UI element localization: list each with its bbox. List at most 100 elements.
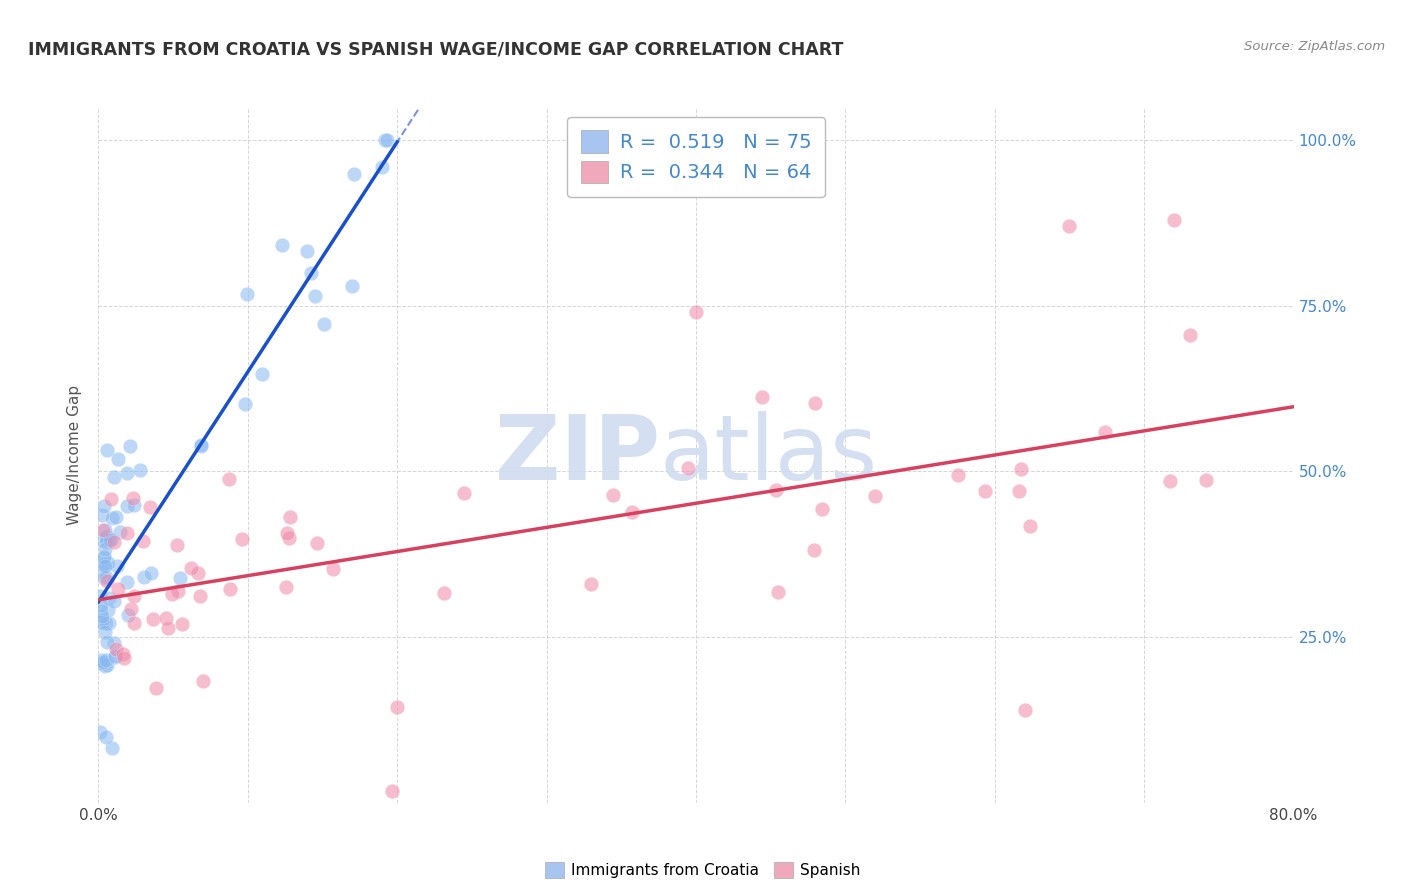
Point [231, 532, 253, 546]
Point [90, 604, 112, 618]
Point [804, 395, 827, 409]
Point [277, 531, 299, 545]
Point [94, 531, 117, 545]
Point [124, 615, 146, 630]
Y-axis label: Wage/Income Gap: Wage/Income Gap [67, 384, 83, 525]
Point [170, 617, 193, 632]
Point [90, 615, 112, 630]
Point [190, 438, 212, 452]
Point [96, 730, 118, 744]
Point [90, 653, 112, 667]
Point [250, 367, 273, 381]
Point [94, 534, 117, 549]
Point [1010, 462, 1032, 476]
Point [145, 681, 167, 695]
Point [89, 565, 111, 579]
Point [305, 536, 328, 550]
Point [190, 589, 212, 603]
Point [304, 288, 326, 302]
Point [97, 591, 120, 606]
Point [112, 651, 135, 665]
Point [132, 534, 155, 549]
Point [91, 508, 114, 523]
Point [103, 649, 125, 664]
Point [115, 466, 138, 480]
Point [973, 484, 995, 499]
Point [96, 442, 118, 457]
Point [374, 133, 396, 147]
Point [433, 586, 456, 600]
Point [115, 526, 138, 541]
Point [122, 589, 145, 603]
Point [103, 534, 125, 549]
Point [375, 133, 398, 147]
Point [602, 488, 624, 502]
Point [122, 498, 145, 512]
Point [155, 610, 177, 624]
Point [94, 653, 117, 667]
Point [128, 462, 150, 476]
Point [120, 439, 142, 453]
Point [115, 499, 138, 513]
Point [98, 615, 121, 630]
Point [219, 582, 242, 597]
Point [765, 483, 787, 497]
Point [100, 533, 122, 547]
Point [768, 584, 790, 599]
Point [278, 509, 301, 524]
Point [270, 238, 292, 252]
Point [621, 505, 644, 519]
Point [111, 648, 134, 662]
Point [104, 650, 127, 665]
Point [93, 571, 115, 585]
Point [89, 615, 111, 629]
Point [453, 485, 475, 500]
Point [190, 438, 212, 452]
Point [120, 601, 142, 615]
Point [142, 612, 165, 626]
Point [1014, 703, 1036, 717]
Point [1195, 473, 1218, 487]
Point [191, 673, 214, 688]
Point [90, 598, 112, 612]
Point [100, 491, 122, 506]
Text: IMMIGRANTS FROM CROATIA VS SPANISH WAGE/INCOME GAP CORRELATION CHART: IMMIGRANTS FROM CROATIA VS SPANISH WAGE/… [28, 40, 844, 58]
Point [1094, 425, 1116, 439]
Point [276, 526, 298, 541]
Point [295, 244, 318, 258]
Point [96, 658, 118, 673]
Point [236, 286, 259, 301]
Point [89, 657, 111, 671]
Point [342, 279, 364, 293]
Point [1008, 483, 1031, 498]
Text: atlas: atlas [661, 411, 879, 499]
Point [581, 577, 603, 591]
Point [91, 533, 114, 548]
Point [139, 566, 162, 581]
Legend: R =  0.519   N = 75, R =  0.344   N = 64: R = 0.519 N = 75, R = 0.344 N = 64 [567, 117, 825, 196]
Point [811, 501, 834, 516]
Point [96, 574, 118, 588]
Point [233, 397, 256, 411]
Point [370, 160, 392, 174]
Point [1178, 328, 1201, 343]
Point [948, 468, 970, 483]
Point [93, 499, 115, 513]
Point [132, 570, 155, 584]
Point [96, 635, 118, 649]
Point [104, 510, 127, 524]
Point [94, 524, 117, 538]
Point [94, 625, 117, 640]
Point [166, 539, 188, 553]
Point [1159, 474, 1181, 488]
Point [122, 491, 145, 505]
Point [107, 452, 129, 467]
Point [156, 622, 179, 636]
Point [96, 616, 118, 631]
Point [91, 608, 114, 623]
Point [94, 659, 117, 673]
Point [180, 561, 202, 575]
Point [167, 584, 190, 599]
Point [139, 500, 162, 514]
Point [104, 641, 127, 656]
